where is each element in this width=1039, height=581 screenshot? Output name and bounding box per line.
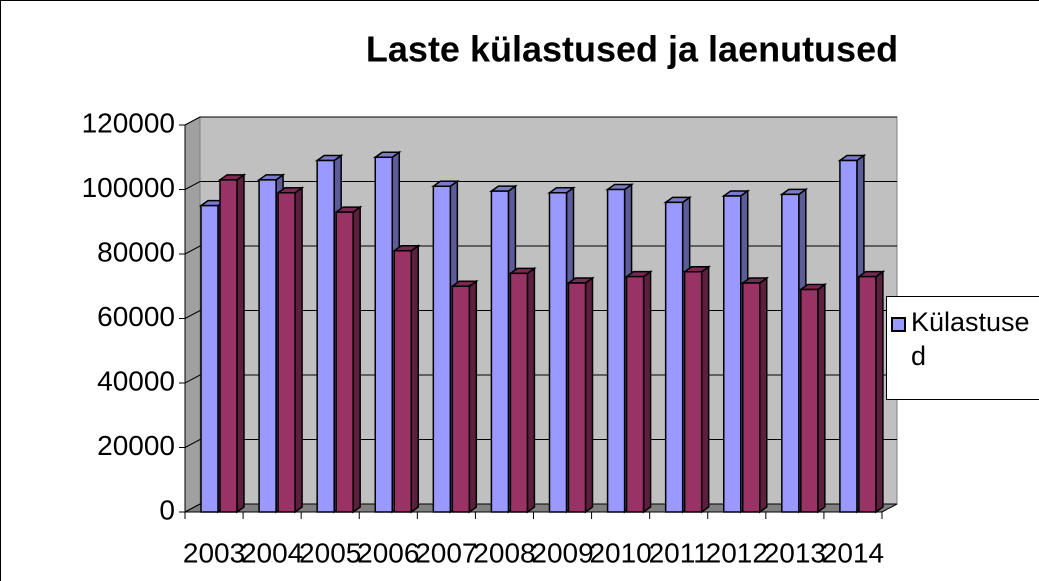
x-tick-label: 2011 [649, 537, 709, 568]
bar [682, 265, 712, 514]
x-tick-label: 2007 [415, 537, 477, 568]
bar-front [277, 191, 296, 513]
bar-side [584, 276, 594, 514]
bar-front [683, 270, 703, 513]
bar [333, 205, 363, 514]
bar-front [393, 250, 412, 513]
bar-side [875, 270, 884, 514]
bar-front [374, 156, 393, 513]
y-tick-label: 80000 [97, 236, 175, 267]
y-tick-label: 120000 [82, 107, 175, 138]
bar [566, 276, 595, 514]
bar-side [468, 279, 478, 514]
grid-line [184, 310, 897, 319]
bar-side [294, 186, 303, 514]
bar-side [526, 266, 536, 514]
bar-side [817, 283, 826, 514]
chart-title: Laste külastused ja laenutused [366, 29, 898, 70]
bar-front [548, 191, 568, 513]
grid-line [184, 503, 897, 513]
grid-line [184, 181, 897, 190]
bar-front [858, 275, 877, 513]
y-tick-label: 100000 [82, 172, 175, 203]
bar-front [451, 285, 471, 513]
bar [217, 173, 247, 514]
grid-line [184, 245, 897, 255]
bar-front [490, 190, 510, 513]
bar-side [236, 173, 245, 514]
bar-front [742, 282, 761, 513]
grid-line [184, 374, 897, 384]
bar-side [410, 244, 419, 514]
y-tick-label: 40000 [97, 365, 175, 396]
bar-side [700, 265, 710, 514]
bar-side [352, 205, 361, 514]
bar-front [335, 211, 354, 513]
bar [740, 276, 770, 514]
x-tick-label: 2014 [822, 537, 884, 568]
bar-front [219, 179, 238, 513]
x-tick-label: 2006 [357, 537, 419, 568]
bar-front [606, 188, 626, 513]
bar-front [625, 275, 645, 513]
bar-front [258, 179, 277, 513]
bar-front [200, 204, 219, 513]
y-tick-label: 0 [159, 494, 175, 525]
bar [798, 283, 828, 514]
x-tick-label: 2008 [473, 537, 535, 568]
x-tick-label: 2009 [531, 537, 593, 568]
bar-front [781, 193, 800, 513]
bar [624, 270, 653, 514]
bar-side [642, 270, 652, 514]
legend-swatch [891, 317, 906, 332]
bar [856, 270, 886, 514]
grid-line [184, 116, 897, 126]
x-tick-label: 2010 [589, 537, 651, 568]
bar-front [723, 195, 742, 513]
x-tick-label: 2012 [706, 537, 768, 568]
bar-front [839, 159, 858, 513]
x-tick-label: 2004 [241, 537, 303, 568]
bar-front [567, 282, 587, 513]
bar [508, 266, 537, 514]
y-tick-label: 60000 [97, 301, 175, 332]
bar [449, 279, 479, 514]
bar-front [316, 159, 335, 513]
x-tick-label: 2013 [764, 537, 826, 568]
bar-front [800, 288, 819, 513]
bar-front [509, 272, 529, 513]
legend-label: Külastused [911, 307, 1030, 371]
y-tick-label: 20000 [97, 430, 175, 461]
legend: Külastused [886, 296, 1039, 400]
x-tick-label: 2005 [299, 537, 361, 568]
x-tick-label: 2003 [183, 537, 245, 568]
bar [391, 244, 421, 514]
bar-front [432, 185, 452, 513]
bar-side [759, 276, 768, 514]
grid-line [184, 439, 897, 448]
bar-front [664, 201, 684, 513]
bar [275, 186, 305, 514]
